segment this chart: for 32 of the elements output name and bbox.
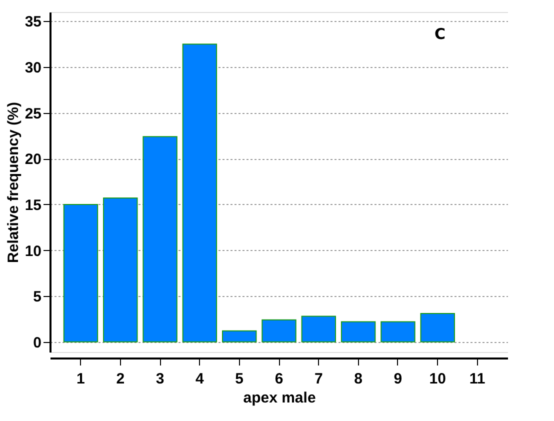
annotation: C bbox=[434, 25, 446, 43]
y-tick-label: 30 bbox=[24, 59, 42, 76]
y-tick-label: 20 bbox=[24, 151, 42, 168]
x-tick-label: 7 bbox=[314, 370, 323, 388]
bar bbox=[420, 313, 455, 342]
y-tick-label: 0 bbox=[33, 334, 42, 352]
x-tick-label: 2 bbox=[116, 370, 125, 388]
x-tick-label: 10 bbox=[429, 370, 446, 388]
x-tick-label: 9 bbox=[394, 370, 402, 388]
x-tick-label: 4 bbox=[196, 370, 205, 388]
bar bbox=[301, 316, 336, 342]
bar bbox=[340, 321, 376, 342]
x-tick-label: 11 bbox=[469, 370, 486, 388]
x-tick-label: 1 bbox=[76, 370, 85, 388]
y-tick-label: 5 bbox=[33, 288, 42, 306]
y-axis-title: Relative frequency (%) bbox=[4, 102, 22, 263]
bar bbox=[142, 136, 178, 342]
y-tick-label: 25 bbox=[24, 105, 42, 122]
y-tick-label: 35 bbox=[24, 14, 42, 31]
bar bbox=[63, 204, 98, 342]
y-tick-label: 15 bbox=[24, 196, 42, 214]
x-tick-label: 3 bbox=[156, 370, 164, 388]
y-tick-label: 10 bbox=[24, 242, 42, 260]
x-tick-label: 5 bbox=[235, 370, 244, 388]
x-axis-title: apex male bbox=[243, 390, 316, 406]
bar bbox=[380, 321, 416, 342]
bar bbox=[222, 330, 257, 342]
x-tick-label: 6 bbox=[274, 370, 284, 388]
bar bbox=[103, 198, 138, 342]
bar bbox=[182, 44, 218, 342]
bar bbox=[262, 319, 296, 342]
x-tick-label: 8 bbox=[354, 370, 362, 388]
